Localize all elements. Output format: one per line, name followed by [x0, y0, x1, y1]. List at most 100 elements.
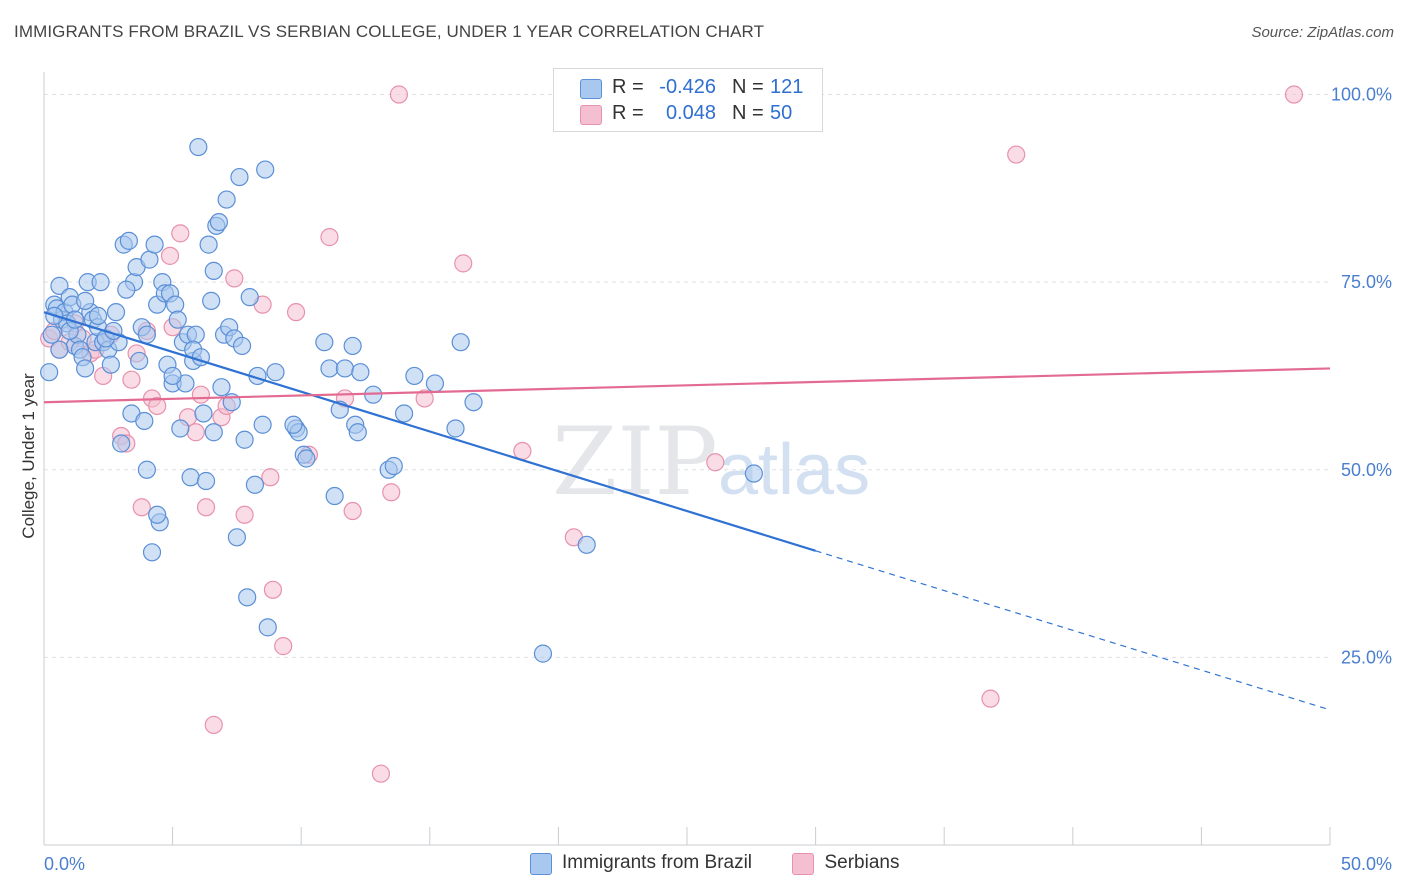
- y-tick-label-25: 25.0%: [1341, 647, 1392, 667]
- brazil-point: [119, 231, 138, 250]
- brazil-point: [394, 404, 414, 423]
- brazil-point: [446, 419, 465, 438]
- serbians-trend-line: [43, 367, 1331, 404]
- brazil-point: [166, 295, 185, 314]
- serbian-r-label: R =: [612, 102, 644, 124]
- serbians-point: [415, 389, 434, 408]
- brazil-point: [217, 190, 236, 209]
- serbians-point: [371, 764, 391, 783]
- brazil-point: [137, 460, 156, 479]
- y-axis-label: College, Under 1 year: [19, 373, 38, 539]
- brazil-point: [76, 291, 95, 310]
- brazil-point: [204, 423, 223, 442]
- brazil-point: [325, 486, 344, 506]
- brazil-points: [40, 137, 763, 663]
- brazil-point: [227, 528, 246, 547]
- y-tick-label-75: 75.0%: [1341, 272, 1392, 292]
- brazil-trend-extension: [815, 550, 1331, 711]
- legend-brazil-label: Immigrants from Brazil: [562, 852, 753, 873]
- brazil-point: [297, 449, 316, 468]
- brazil-swatch: [580, 79, 602, 99]
- trend-lines: [43, 311, 1331, 711]
- brazil-point: [533, 644, 553, 663]
- brazil-n-value: 121: [770, 76, 804, 98]
- legend-brazil-swatch: [530, 853, 552, 875]
- brazil-point: [351, 363, 370, 382]
- serbians-point: [274, 637, 293, 656]
- brazil-point: [106, 303, 126, 322]
- brazil-point: [50, 340, 69, 359]
- serbians-point: [122, 370, 141, 389]
- brazil-point: [76, 359, 95, 378]
- watermark: ZIP atlas: [552, 408, 870, 517]
- chart-title: IMMIGRANTS FROM BRAZIL VS SERBIAN COLLEG…: [14, 22, 765, 41]
- serbians-point: [1284, 85, 1304, 104]
- legend-item-brazil[interactable]: Immigrants from Brazil: [530, 852, 753, 875]
- brazil-point: [240, 288, 259, 307]
- brazil-point: [163, 366, 182, 386]
- brazil-point: [88, 306, 108, 326]
- brazil-point: [451, 333, 470, 352]
- correlation-legend: R = -0.426 N = 121 R = 0.048 N = 50: [553, 68, 823, 132]
- brazil-point: [744, 464, 763, 483]
- brazil-point: [91, 273, 110, 292]
- brazil-point: [130, 351, 149, 371]
- brazil-point: [245, 475, 265, 494]
- serbians-point: [132, 498, 151, 517]
- brazil-point: [230, 167, 249, 187]
- legend-serbians-swatch: [792, 853, 815, 875]
- serbians-point: [320, 228, 339, 247]
- serbians-point: [286, 303, 306, 322]
- brazil-point: [238, 588, 257, 607]
- brazil-point: [186, 325, 205, 344]
- brazil-point: [577, 535, 596, 554]
- brazil-r-value: -0.426: [659, 76, 716, 98]
- serbian-swatch: [580, 105, 602, 125]
- watermark-atlas: atlas: [718, 430, 870, 510]
- brazil-point: [212, 378, 231, 397]
- brazil-point: [42, 325, 61, 344]
- brazil-trend-line: [43, 311, 816, 552]
- brazil-point: [256, 160, 275, 179]
- serbian-n-value: 50: [770, 102, 793, 124]
- legend-item-serbians[interactable]: Serbians: [792, 852, 899, 875]
- brazil-point: [142, 543, 162, 562]
- brazil-point: [348, 423, 367, 442]
- brazil-point: [335, 359, 355, 378]
- serbians-point: [1007, 145, 1026, 164]
- serbians-point: [706, 453, 725, 472]
- brazil-point: [145, 235, 164, 254]
- brazil-point: [235, 430, 254, 449]
- brazil-point: [315, 333, 334, 352]
- x-tick-label-min: 0.0%: [44, 854, 85, 874]
- brazil-point: [320, 359, 339, 378]
- serbians-point: [235, 505, 254, 524]
- brazil-point: [196, 471, 216, 491]
- brazil-point: [168, 310, 187, 329]
- serbians-point: [148, 396, 167, 416]
- brazil-point: [199, 235, 218, 254]
- serbians-point: [186, 423, 205, 442]
- serbian-r-value: 0.048: [665, 102, 716, 124]
- brazil-point: [194, 404, 213, 423]
- serbians-point: [160, 246, 180, 265]
- watermark-zip: ZIP: [552, 408, 718, 517]
- brazil-point: [117, 280, 136, 299]
- serbians-point: [263, 580, 283, 599]
- brazil-point: [253, 415, 272, 434]
- brazil-point: [464, 393, 483, 412]
- brazil-point: [135, 411, 154, 431]
- serbians-point: [261, 468, 280, 487]
- serbians-point: [225, 269, 244, 288]
- brazil-point: [171, 419, 190, 438]
- brazil-point: [148, 505, 167, 524]
- series-legend: Immigrants from Brazil Serbians: [530, 852, 935, 878]
- serbians-point: [454, 254, 473, 273]
- serbians-point: [981, 689, 1000, 708]
- brazil-point: [40, 363, 59, 382]
- brazil-r-label: R =: [612, 76, 644, 98]
- y-tick-label-50: 50.0%: [1341, 460, 1392, 480]
- brazil-point: [343, 336, 362, 356]
- brazil-point: [209, 212, 228, 232]
